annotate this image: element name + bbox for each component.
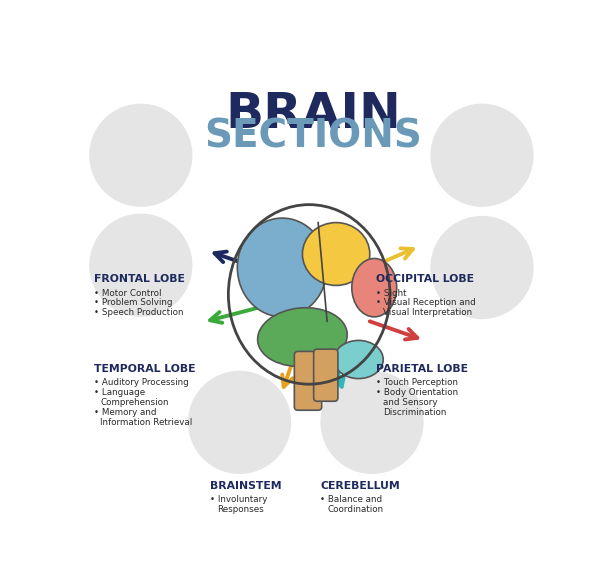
- FancyBboxPatch shape: [294, 352, 322, 410]
- Text: TEMPORAL LOBE: TEMPORAL LOBE: [94, 364, 195, 374]
- Text: CEREBELLUM: CEREBELLUM: [321, 481, 400, 491]
- Ellipse shape: [352, 258, 397, 317]
- Circle shape: [430, 104, 534, 207]
- Text: Comprehension: Comprehension: [100, 398, 169, 407]
- Text: and Sensory: and Sensory: [383, 398, 438, 407]
- Text: • Memory and: • Memory and: [94, 408, 156, 417]
- Text: • Body Orientation: • Body Orientation: [376, 388, 458, 397]
- Text: Responses: Responses: [217, 505, 264, 514]
- Text: SECTIONS: SECTIONS: [204, 117, 423, 155]
- Text: OCCIPITAL LOBE: OCCIPITAL LOBE: [376, 274, 474, 285]
- Ellipse shape: [334, 340, 383, 378]
- Circle shape: [89, 213, 192, 317]
- Text: Discrimination: Discrimination: [383, 408, 447, 417]
- Text: BRAINSTEM: BRAINSTEM: [211, 481, 282, 491]
- Text: Visual Interpretation: Visual Interpretation: [383, 308, 472, 317]
- Ellipse shape: [237, 218, 327, 317]
- Text: • Motor Control: • Motor Control: [94, 289, 161, 297]
- Circle shape: [89, 104, 192, 207]
- Circle shape: [188, 371, 291, 474]
- Text: • Problem Solving: • Problem Solving: [94, 298, 172, 307]
- Text: • Balance and: • Balance and: [321, 495, 382, 504]
- Text: Information Retrieval: Information Retrieval: [100, 418, 193, 427]
- Text: Coordination: Coordination: [327, 505, 383, 514]
- Text: FRONTAL LOBE: FRONTAL LOBE: [94, 274, 185, 285]
- Ellipse shape: [258, 308, 347, 366]
- Text: • Speech Production: • Speech Production: [94, 308, 183, 317]
- Text: • Sight: • Sight: [376, 289, 407, 297]
- Circle shape: [430, 216, 534, 319]
- Text: • Touch Perception: • Touch Perception: [376, 378, 458, 387]
- Text: • Visual Reception and: • Visual Reception and: [376, 298, 476, 307]
- FancyBboxPatch shape: [313, 349, 338, 401]
- Text: • Language: • Language: [94, 388, 145, 397]
- Text: • Auditory Processing: • Auditory Processing: [94, 378, 188, 387]
- Ellipse shape: [302, 223, 370, 286]
- Text: • Involuntary: • Involuntary: [211, 495, 268, 504]
- Text: BRAIN: BRAIN: [226, 90, 401, 138]
- Circle shape: [321, 371, 424, 474]
- Text: PARIETAL LOBE: PARIETAL LOBE: [376, 364, 469, 374]
